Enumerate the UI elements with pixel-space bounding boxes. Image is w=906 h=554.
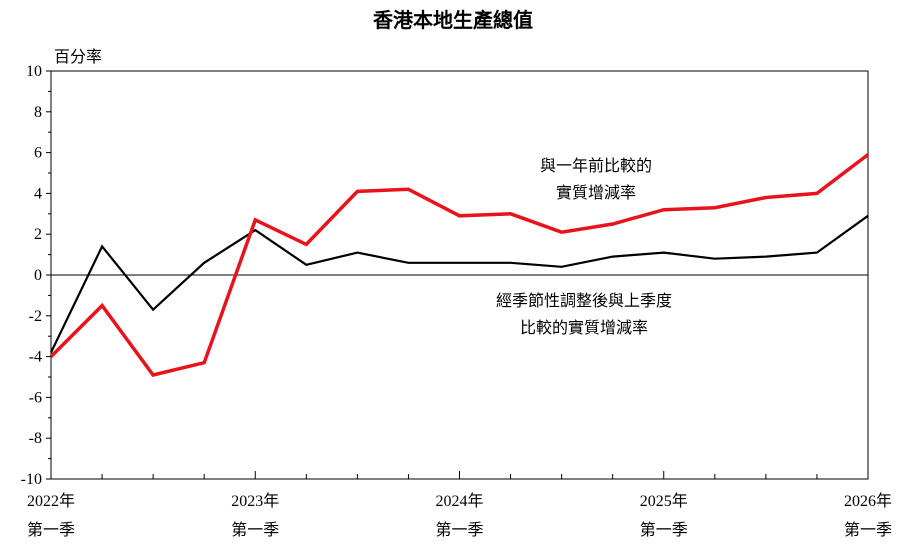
x-tick-label-quarter: 第一季	[844, 520, 892, 539]
series-layer	[49, 153, 870, 377]
series-line-0	[49, 153, 870, 377]
x-tick-label-quarter: 第一季	[231, 520, 279, 539]
y-tick-label: -10	[21, 471, 42, 488]
x-tick-label-quarter: 第一季	[435, 520, 483, 539]
y-tick-label: 10	[26, 63, 42, 80]
y-tick-label: 2	[34, 226, 42, 243]
x-tick-label-quarter: 第一季	[640, 520, 688, 539]
y-tick-label: 0	[34, 267, 42, 284]
series-label-line1: 經季節性調整後與上季度	[496, 291, 672, 310]
x-tick-label-year: 2024年	[435, 492, 483, 510]
y-tick-label: 6	[34, 145, 42, 162]
series-label-line1: 與一年前比較的	[540, 156, 652, 175]
y-tick-label: -2	[29, 308, 42, 325]
y-tick-label: 4	[34, 185, 42, 202]
series-label-line2: 比較的實質增減率	[520, 318, 648, 337]
x-tick-label-year: 2025年	[640, 492, 688, 510]
y-axis-label: 百分率	[54, 47, 102, 66]
y-tick-label: -8	[29, 430, 42, 447]
series-label-line2: 實質增減率	[556, 183, 636, 202]
y-tick-label: -6	[29, 389, 42, 406]
y-tick-label: -4	[29, 349, 42, 366]
y-tick-label: 8	[34, 104, 42, 121]
series-line-1	[50, 214, 869, 353]
chart-title: 香港本地生產總值	[373, 8, 533, 32]
x-tick-label-year: 2026年	[844, 492, 892, 510]
x-tick-label-quarter: 第一季	[27, 520, 75, 539]
x-tick-label-year: 2023年	[231, 492, 279, 510]
x-tick-label-year: 2022年	[27, 492, 75, 510]
